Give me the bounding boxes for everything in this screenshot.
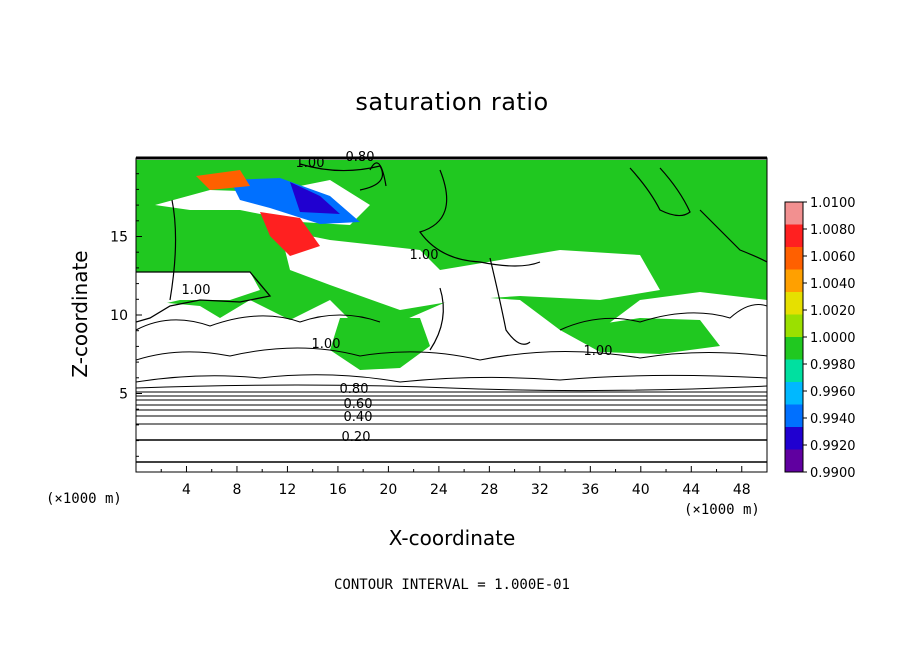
x-axis-label: X-coordinate xyxy=(388,526,516,550)
y-axis: 5 10 15 xyxy=(110,173,142,457)
contour-label: 0.80 xyxy=(346,150,375,165)
contour-line xyxy=(419,169,541,267)
x-axis: 4 8 12 16 20 24 28 32 36 40 44 48 xyxy=(160,466,751,498)
contour-label: 0.60 xyxy=(344,397,373,412)
x-tick-label: 40 xyxy=(632,482,650,498)
contour-label: 1.00 xyxy=(296,156,325,171)
contour-line xyxy=(169,199,177,301)
colorbar-swatch xyxy=(785,359,803,383)
colorbar-swatch xyxy=(785,202,803,225)
colorbar-swatch xyxy=(785,224,803,248)
field-region-main xyxy=(330,318,430,370)
contour-label: 0.40 xyxy=(344,410,373,425)
contour-label: 0.80 xyxy=(340,382,369,397)
colorbar-label: 1.0060 xyxy=(810,250,856,265)
plot-area xyxy=(135,156,768,473)
contour-line xyxy=(429,287,444,351)
colorbar-swatch xyxy=(785,292,803,315)
colorbar-label: 0.9920 xyxy=(810,439,856,454)
x-tick-label: 36 xyxy=(581,482,599,498)
y-axis-label: Z-coordinate xyxy=(68,250,92,378)
field-region-low xyxy=(290,182,340,214)
colorbar-label: 0.9940 xyxy=(810,412,856,427)
colorbar-swatch xyxy=(785,382,803,405)
field-region-high xyxy=(260,212,320,256)
contour-labels: 1.00 0.801.001.001.00 1.000.800.600.400.20 xyxy=(182,150,613,445)
x-tick-label: 24 xyxy=(430,482,448,498)
contour-label: 1.00 xyxy=(312,337,341,352)
x-tick-label: 4 xyxy=(182,482,191,498)
contour-line xyxy=(136,271,272,323)
x-tick-label: 16 xyxy=(329,482,347,498)
colorbar-label: 0.9900 xyxy=(810,466,856,481)
colorbar: 1.0100 1.0080 1.0060 1.0040 1.0020 1.0000 0.99… xyxy=(784,196,856,481)
x-tick-label: 20 xyxy=(379,482,397,498)
colorbar-label: 1.0020 xyxy=(810,304,856,319)
field-region-high xyxy=(196,170,250,190)
z-unit-label: (×1000 m) xyxy=(46,491,122,507)
colorbar-label: 1.0080 xyxy=(810,223,856,238)
colorbar-label: 1.0000 xyxy=(810,331,856,346)
colorbar-swatch xyxy=(785,314,803,338)
contour-label: 1.00 xyxy=(182,283,211,298)
contour-interval-note: CONTOUR INTERVAL = 1.000E-01 xyxy=(333,577,570,593)
colorbar-swatch xyxy=(785,449,803,473)
colorbar-swatch xyxy=(785,427,803,450)
colorbar-label: 1.0040 xyxy=(810,277,856,292)
x-tick-label: 8 xyxy=(232,482,241,498)
colorbar-swatch xyxy=(785,337,803,360)
x-unit-label: (×1000 m) xyxy=(684,502,760,518)
contour-label: 1.00 xyxy=(584,344,613,359)
x-tick-label: 48 xyxy=(733,482,751,498)
colorbar-label: 0.9960 xyxy=(810,385,856,400)
contour-line xyxy=(136,384,767,392)
field-region-main xyxy=(560,318,720,354)
colorbar-swatch xyxy=(785,247,803,270)
contour-line xyxy=(699,209,767,263)
contour-line xyxy=(369,162,387,187)
contour-line xyxy=(136,347,767,361)
y-tick-label: 15 xyxy=(110,230,128,246)
chart-title: saturation ratio xyxy=(355,88,549,116)
contour-line xyxy=(136,314,381,331)
y-tick-label: 5 xyxy=(119,387,128,403)
contour-line xyxy=(559,304,767,331)
x-tick-label: 12 xyxy=(279,482,297,498)
field-region-clear xyxy=(136,272,260,310)
colorbar-label: 1.0100 xyxy=(810,196,856,211)
contour-label: 1.00 xyxy=(410,248,439,263)
x-tick-label: 28 xyxy=(480,482,498,498)
y-tick-label: 10 xyxy=(110,308,128,324)
colorbar-label: 0.9980 xyxy=(810,358,856,373)
field-region-clear xyxy=(280,230,660,310)
x-tick-label: 32 xyxy=(531,482,549,498)
colorbar-swatch xyxy=(785,404,803,428)
contour-line xyxy=(136,374,767,383)
contour-line xyxy=(489,257,531,345)
x-tick-label: 44 xyxy=(682,482,700,498)
colorbar-swatch xyxy=(785,269,803,293)
contour-label: 0.20 xyxy=(342,430,371,445)
field-region-clear xyxy=(136,300,240,350)
contour-line xyxy=(629,167,691,217)
